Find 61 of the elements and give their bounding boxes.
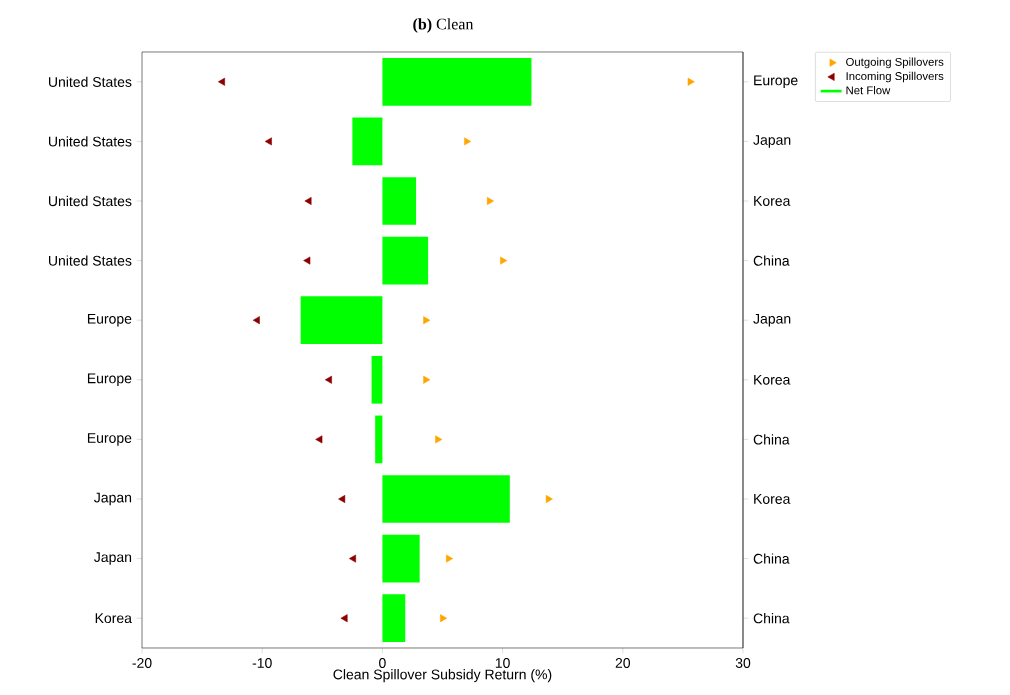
y2-tick-label: Europe bbox=[754, 75, 798, 89]
bar bbox=[300, 296, 383, 345]
point bbox=[264, 137, 272, 146]
point bbox=[304, 197, 312, 205]
y-tick-label: Korea bbox=[95, 613, 132, 624]
chart-title: (b) Clean bbox=[413, 18, 474, 33]
point bbox=[440, 614, 448, 623]
legend-label: Incoming Spillovers bbox=[846, 71, 944, 83]
point bbox=[545, 495, 553, 503]
y-tick-label: United States bbox=[49, 255, 132, 266]
y2-tick-label: China bbox=[753, 553, 790, 564]
point bbox=[423, 316, 431, 325]
point bbox=[464, 137, 472, 146]
bar bbox=[382, 57, 532, 106]
x-tick-label: 30 bbox=[735, 658, 751, 668]
y-tick-label: United States bbox=[49, 195, 132, 207]
bar bbox=[371, 355, 383, 404]
y2-tick-label: Japan bbox=[753, 313, 791, 327]
point bbox=[446, 554, 454, 563]
y-tick-label: Japan bbox=[94, 492, 132, 506]
bar bbox=[352, 117, 383, 166]
y2-tick-label: China bbox=[753, 434, 790, 445]
point bbox=[218, 77, 225, 86]
point bbox=[486, 197, 494, 205]
point bbox=[315, 435, 323, 444]
bar bbox=[382, 475, 510, 523]
y-tick-label: Europe bbox=[87, 313, 132, 327]
bar bbox=[382, 534, 420, 583]
point bbox=[252, 316, 260, 325]
point bbox=[435, 435, 443, 444]
bar bbox=[382, 236, 429, 285]
x-tick-label: -20 bbox=[132, 658, 152, 668]
x-tick-label: -10 bbox=[252, 658, 272, 668]
y-tick-label: Europe bbox=[87, 373, 132, 387]
bar bbox=[375, 415, 383, 464]
y-tick-label: Japan bbox=[94, 552, 132, 565]
point bbox=[687, 77, 695, 86]
x-axis-title: Clean Spillover Subsidy Return (%) bbox=[333, 669, 552, 683]
point bbox=[338, 495, 346, 503]
y2-tick-label: China bbox=[753, 613, 790, 624]
y-tick-label: United States bbox=[49, 76, 132, 87]
point bbox=[340, 614, 348, 623]
legend-label: Outgoing Spillovers bbox=[846, 57, 944, 69]
y2-tick-label: Korea bbox=[754, 374, 791, 385]
bar bbox=[382, 177, 417, 225]
x-tick-label: 0 bbox=[379, 658, 386, 668]
y2-tick-label: China bbox=[753, 255, 790, 266]
y-tick-label: Europe bbox=[87, 433, 132, 446]
point bbox=[423, 375, 431, 384]
y-tick-label: United States bbox=[49, 136, 132, 147]
legend-label: Net Flow bbox=[846, 86, 891, 95]
point bbox=[500, 256, 508, 265]
point bbox=[303, 256, 311, 265]
y2-tick-label: Korea bbox=[754, 494, 791, 504]
bar bbox=[382, 594, 406, 643]
point bbox=[324, 375, 332, 384]
x-tick-label: 10 bbox=[495, 658, 510, 668]
y2-tick-label: Japan bbox=[753, 135, 791, 148]
point bbox=[349, 554, 356, 563]
y2-tick-label: Korea bbox=[754, 196, 791, 206]
x-tick-label: 20 bbox=[615, 658, 631, 668]
